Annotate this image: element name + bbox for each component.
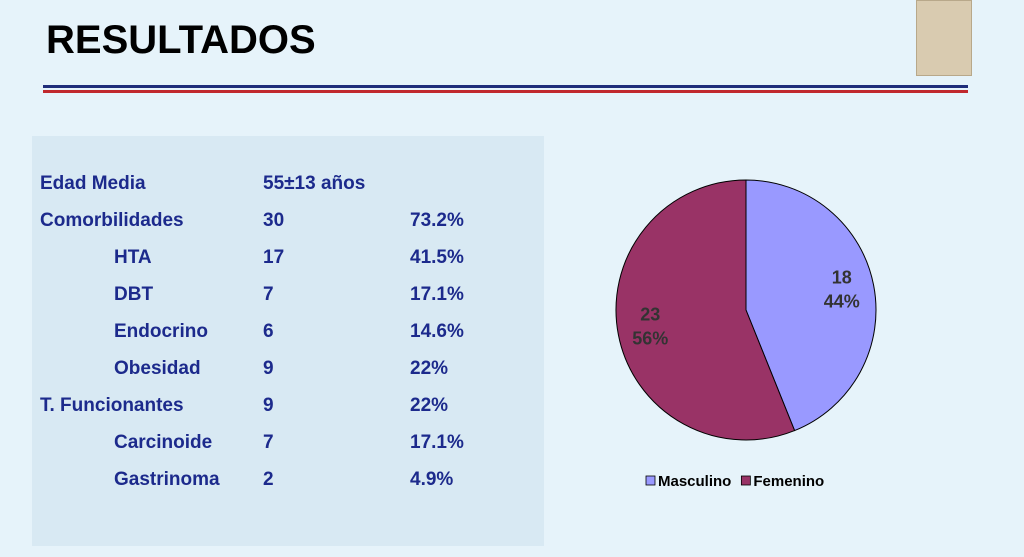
panel (32, 136, 544, 546)
cell: 4.9% (410, 468, 454, 490)
logo (916, 0, 972, 76)
slide-title: RESULTADOS (46, 18, 316, 62)
cell: 14.6% (410, 320, 464, 342)
results-table: Edad Media 55±13 años Comorbilidades 30 73.… (40, 165, 464, 498)
cell: 73.2% (410, 209, 464, 231)
row: Carcinoide 7 17.1% (40, 424, 464, 461)
slice-percent-label: 44% (824, 291, 860, 311)
row: HTA 17 41.5% (40, 239, 464, 276)
cell: 41.5% (410, 246, 464, 268)
row: Edad Media 55±13 años (40, 165, 464, 202)
legend-swatch (645, 475, 656, 486)
legend-swatch (740, 475, 751, 486)
row: DBT 7 17.1% (40, 276, 464, 313)
slice-value-label: 18 (832, 267, 852, 287)
row: Comorbilidades 30 73.2% (40, 202, 464, 239)
rule-blue (43, 85, 968, 88)
cell: 7 (263, 283, 274, 305)
cell: 55±13 años (263, 172, 366, 194)
cell: 30 (263, 209, 285, 231)
cell: Carcinoide (114, 431, 213, 453)
cell: Obesidad (114, 357, 201, 379)
cell: 17 (263, 246, 285, 268)
cell: 22% (410, 357, 449, 379)
cell: Endocrino (114, 320, 208, 342)
pie-slice (615, 179, 796, 441)
cell: 7 (263, 431, 274, 453)
cell: DBT (114, 283, 154, 305)
cell: Gastrinoma (114, 468, 220, 490)
cell: Edad Media (40, 172, 146, 194)
row: Gastrinoma 2 4.9% (40, 461, 464, 498)
pie-slice (745, 179, 877, 432)
cell: HTA (114, 246, 152, 268)
slice-value-label: 23 (640, 305, 660, 325)
legend-label: Masculino (658, 473, 731, 490)
cell: 2 (263, 468, 274, 490)
cell: Comorbilidades (40, 209, 184, 231)
legend-label: Femenino (753, 473, 824, 490)
cell: 6 (263, 320, 274, 342)
cell: 9 (263, 394, 274, 416)
cell: 9 (263, 357, 274, 379)
row: T. Funcionantes 9 22% (40, 387, 464, 424)
cell: 17.1% (410, 431, 464, 453)
row: Endocrino 6 14.6% (40, 313, 464, 350)
rule-red (43, 90, 968, 93)
row: Obesidad 9 22% (40, 350, 464, 387)
cell: 17.1% (410, 283, 464, 305)
cell: T. Funcionantes (40, 394, 184, 416)
cell: 22% (410, 394, 449, 416)
slice-percent-label: 56% (632, 329, 668, 349)
